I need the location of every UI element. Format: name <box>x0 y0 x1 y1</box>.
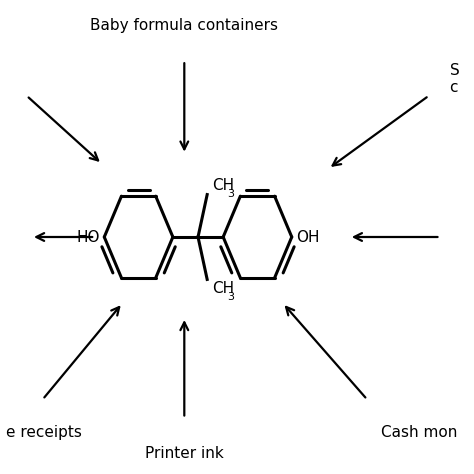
Text: CH: CH <box>212 282 234 296</box>
Text: Printer ink: Printer ink <box>145 446 224 461</box>
Text: CH: CH <box>212 178 234 192</box>
Text: Baby formula containers: Baby formula containers <box>91 18 278 33</box>
Text: S
c: S c <box>449 63 459 95</box>
Text: 3: 3 <box>227 189 234 199</box>
Text: e receipts: e receipts <box>6 425 82 439</box>
Text: Cash mon: Cash mon <box>381 425 457 439</box>
Text: OH: OH <box>296 229 320 245</box>
Text: HO: HO <box>76 229 100 245</box>
Text: 3: 3 <box>227 292 234 302</box>
